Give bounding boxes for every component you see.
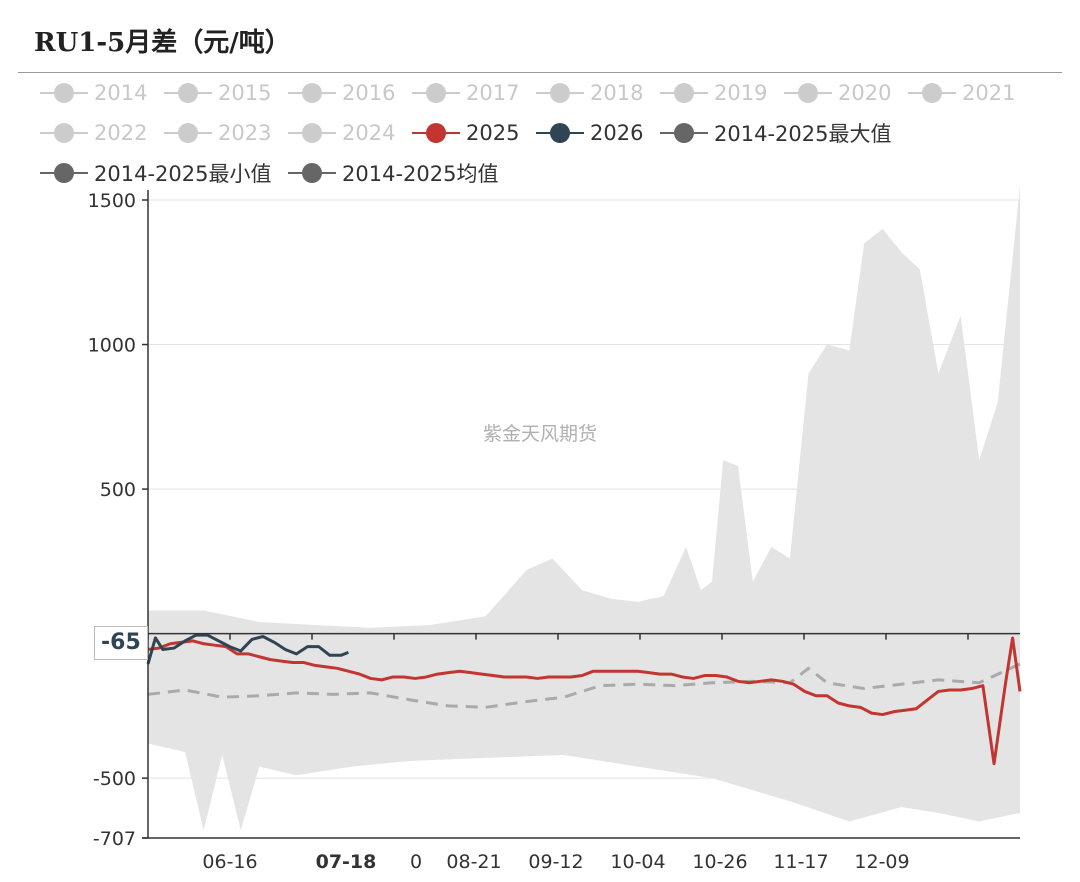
legend-label: 2025 — [466, 121, 520, 145]
y-tick-label: 500 — [100, 479, 136, 501]
x-tick-label: 0 — [410, 851, 422, 873]
legend-marker-icon — [536, 118, 584, 148]
legend-marker-icon — [288, 118, 336, 148]
y-tick-label: -707 — [93, 828, 136, 850]
legend-label: 2022 — [94, 121, 148, 145]
x-tick-label: 12-09 — [854, 851, 909, 873]
x-tick-label: 09-12 — [528, 851, 583, 873]
legend-label: 2014-2025最小值 — [94, 162, 272, 186]
legend-item-8[interactable]: 2022 — [40, 118, 147, 148]
max-min-band — [148, 185, 1020, 831]
x-axis-ticks: 06-16 07-18 0 08-21 09-12 10-04 10-26 11-17 12-0… — [147, 633, 969, 873]
legend-label: 2018 — [590, 81, 644, 105]
legend-label: 2023 — [218, 121, 272, 145]
x-tick-label: 10-26 — [692, 851, 747, 873]
legend-item-4[interactable]: 2018 — [536, 78, 643, 108]
series-line-2026 — [146, 633, 349, 665]
legend-label: 2020 — [838, 81, 892, 105]
legend-item-15[interactable]: 2014-2025均值 — [288, 158, 498, 188]
x-tick-label: 11-17 — [773, 851, 828, 873]
y-axis-ticks: 1500 1000 500 -500 -707 — [88, 190, 148, 850]
series-line-2014-2025均值 — [147, 662, 1021, 709]
legend-marker-icon — [536, 78, 584, 108]
y-tick-label: 1500 — [88, 190, 136, 212]
legend-item-13[interactable]: 2014-2025最大值 — [660, 118, 891, 148]
title-divider — [18, 72, 1062, 73]
legend-marker-icon — [660, 78, 708, 108]
chart-title: RU1-5月差（元/吨） — [34, 28, 291, 58]
legend-marker-icon — [40, 118, 88, 148]
x-tick-label: 08-21 — [446, 851, 501, 873]
legend-label: 2015 — [218, 81, 272, 105]
legend-marker-icon — [660, 118, 708, 148]
legend-item-11[interactable]: 2025 — [412, 118, 519, 148]
legend-marker-icon — [908, 78, 956, 108]
legend-label: 2014 — [94, 81, 148, 105]
legend-label: 2024 — [342, 121, 396, 145]
legend-item-1[interactable]: 2015 — [164, 78, 271, 108]
legend-item-7[interactable]: 2021 — [908, 78, 1015, 108]
legend-item-9[interactable]: 2023 — [164, 118, 271, 148]
legend-label: 2021 — [962, 81, 1016, 105]
watermark: 紫金天风期货 — [483, 423, 597, 445]
legend-label: 2017 — [466, 81, 520, 105]
series-line-2025 — [147, 636, 1022, 766]
legend-marker-icon — [40, 78, 88, 108]
legend-label: 2016 — [342, 81, 396, 105]
x-tick-label: 07-18 — [316, 851, 377, 873]
axis-pointer-label: -65 — [94, 626, 148, 660]
legend-item-14[interactable]: 2014-2025最小值 — [40, 158, 271, 188]
y-tick-label: -500 — [93, 768, 136, 790]
legend-marker-icon — [164, 78, 212, 108]
legend-marker-icon — [288, 158, 336, 188]
legend-label: 2014-2025均值 — [342, 162, 499, 186]
legend-label: 2019 — [714, 81, 768, 105]
axes — [142, 190, 1020, 839]
legend-label: 2014-2025最大值 — [714, 122, 892, 146]
legend-item-3[interactable]: 2017 — [412, 78, 519, 108]
legend-marker-icon — [412, 118, 460, 148]
legend-item-5[interactable]: 2019 — [660, 78, 767, 108]
axis-pointer-value: -65 — [101, 630, 141, 655]
legend-label: 2026 — [590, 121, 644, 145]
legend-item-0[interactable]: 2014 — [40, 78, 147, 108]
legend-marker-icon — [784, 78, 832, 108]
legend-marker-icon — [40, 158, 88, 188]
band-area — [148, 185, 1020, 831]
x-tick-label: 06-16 — [202, 851, 257, 873]
legend-item-6[interactable]: 2020 — [784, 78, 891, 108]
legend-item-10[interactable]: 2024 — [288, 118, 395, 148]
series-lines — [146, 633, 1022, 766]
legend-item-12[interactable]: 2026 — [536, 118, 643, 148]
legend-marker-icon — [164, 118, 212, 148]
legend-item-2[interactable]: 2016 — [288, 78, 395, 108]
y-tick-label: 1000 — [88, 335, 136, 357]
x-tick-label: 10-04 — [610, 851, 665, 873]
legend-marker-icon — [288, 78, 336, 108]
legend-marker-icon — [412, 78, 460, 108]
